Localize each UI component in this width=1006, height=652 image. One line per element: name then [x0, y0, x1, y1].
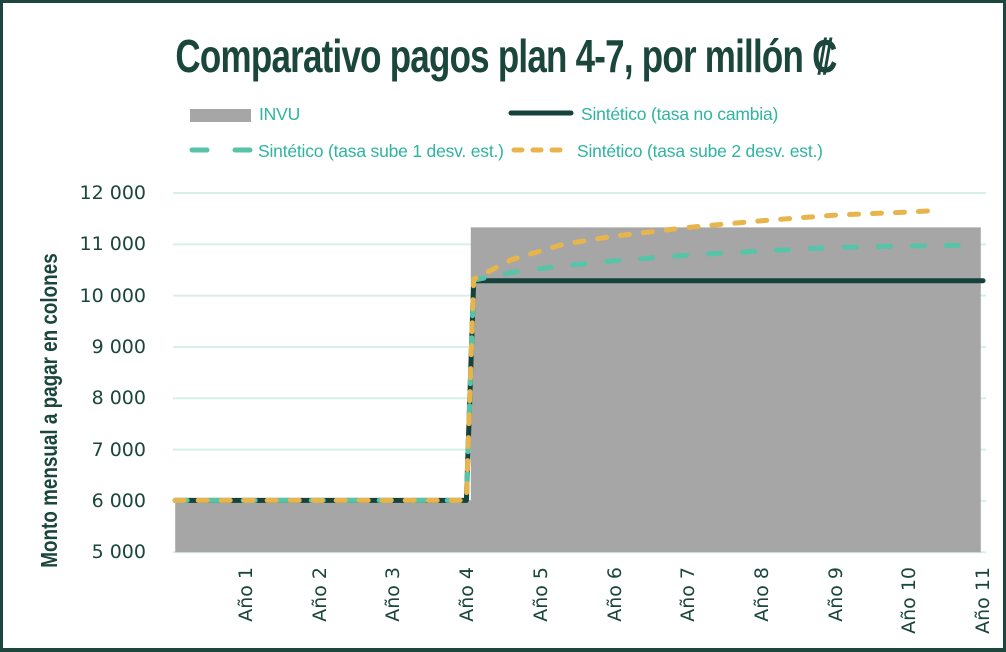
x-tick-label: Año 5	[529, 567, 552, 622]
x-tick-label: Año 7	[677, 567, 700, 622]
legend-swatch-short-dash-icon	[511, 147, 569, 153]
chart-plot-area	[172, 192, 986, 554]
y-tick-label: 10 000	[79, 284, 146, 307]
x-tick-label: Año 8	[750, 567, 773, 622]
legend-item-invu: INVU	[190, 104, 490, 128]
series-sintetico-1desv-line	[172, 242, 963, 503]
legend-item-sintetico-no-cambia: Sintético (tasa no cambia)	[508, 104, 888, 128]
legend-label-sintetico-no-cambia: Sintético (tasa no cambia)	[581, 104, 779, 124]
y-tick-label: 8 000	[91, 387, 146, 410]
y-tick-label: 11 000	[79, 233, 146, 256]
chart-title: Comparativo pagos plan 4-7, por millón ₡	[175, 30, 837, 82]
series-sintetico-2desv-line	[172, 208, 931, 503]
y-tick-label: 7 000	[91, 438, 146, 461]
legend-item-sintetico-1-desv: Sintético (tasa sube 1 desv. est.)	[189, 141, 509, 165]
legend-swatch-long-dash-icon	[189, 147, 255, 153]
y-tick-label: 6 000	[91, 489, 146, 512]
x-tick-label: Año 6	[603, 567, 626, 622]
legend-label-sintetico-2-desv: Sintético (tasa sube 2 desv. est.)	[577, 141, 823, 161]
chart-legend: INVU Sintético (tasa no cambia) Sintétic…	[3, 3, 1003, 173]
x-tick-label: Año 9	[824, 567, 847, 622]
series-invu-area	[175, 227, 981, 553]
legend-swatch-solid-line-icon	[508, 110, 574, 116]
x-tick-label: Año 1	[235, 567, 257, 622]
x-tick-label: Año 3	[382, 567, 405, 622]
y-tick-label: 9 000	[91, 335, 146, 358]
legend-label-invu: INVU	[259, 104, 301, 124]
legend-swatch-area-icon	[190, 109, 251, 122]
y-tick-label: 12 000	[79, 182, 146, 204]
legend-item-sintetico-2-desv: Sintético (tasa sube 2 desv. est.)	[511, 141, 891, 165]
y-tick-label: 5 000	[91, 541, 146, 564]
x-tick-label: Año 2	[308, 567, 331, 622]
x-tick-label: Año 10	[898, 567, 921, 634]
x-tick-label: Año 11	[972, 567, 994, 634]
legend-label-sintetico-1-desv: Sintético (tasa sube 1 desv. est.)	[258, 141, 504, 161]
x-tick-label: Año 4	[456, 567, 479, 622]
